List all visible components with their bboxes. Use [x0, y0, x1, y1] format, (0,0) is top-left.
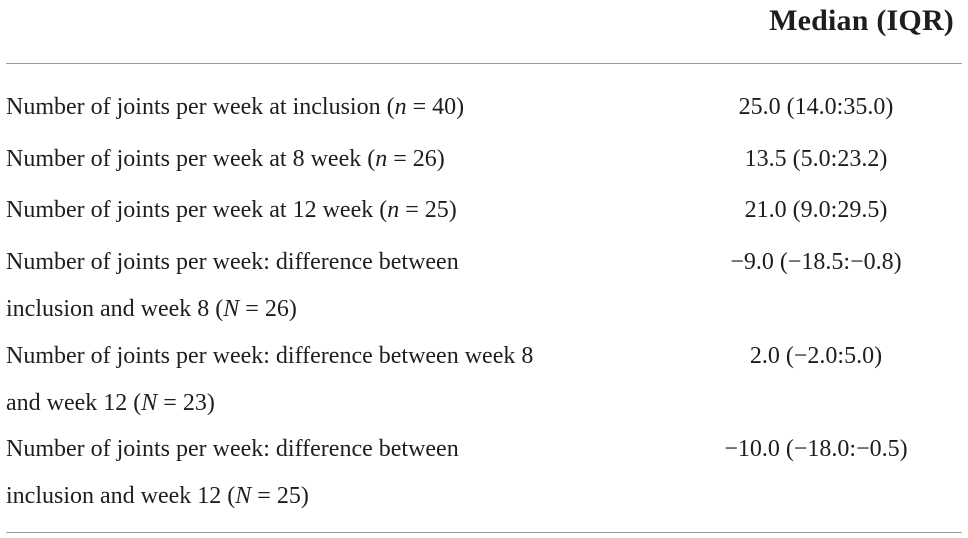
row-value: 13.5 (5.0:23.2): [744, 146, 888, 172]
row-label: Number of joints per week at inclusion (…: [6, 94, 465, 120]
row-value: −9.0 (−18.5:−0.8): [730, 249, 902, 275]
row-label: Number of joints per week at 12 week (n …: [6, 197, 457, 223]
footer-rule: [6, 532, 962, 533]
header-rule: [6, 63, 962, 64]
row-value: 25.0 (14.0:35.0): [738, 94, 894, 120]
column-header-median-iqr: Median (IQR): [769, 4, 954, 37]
table-header: Median (IQR): [0, 0, 968, 64]
row-label: Number of joints per week: difference be…: [6, 249, 459, 322]
row-label: Number of joints per week at 8 week (n =…: [6, 146, 445, 172]
row-value: 2.0 (−2.0:5.0): [749, 343, 883, 369]
row-label: Number of joints per week: difference be…: [6, 343, 534, 416]
row-label: Number of joints per week: difference be…: [6, 436, 459, 509]
row-value: −10.0 (−18.0:−0.5): [724, 436, 908, 462]
row-value: 21.0 (9.0:29.5): [744, 197, 888, 223]
